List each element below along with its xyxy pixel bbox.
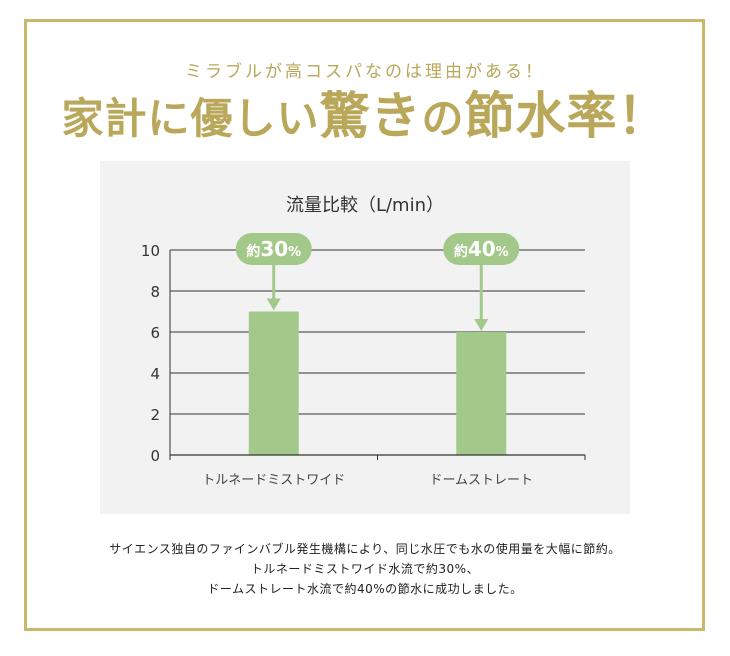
chart-title: 流量比較（L/min） <box>286 195 444 216</box>
y-tick-label: 0 <box>150 447 160 465</box>
y-tick-label: 4 <box>150 365 160 383</box>
description: サイエンス独自のファインバブル発生機構により、同じ水圧でも水の使用量を大幅に節約… <box>0 539 730 599</box>
headline-part-1: 家計に優しい <box>61 94 320 143</box>
headline-part-5: ！ <box>617 86 669 145</box>
callout-arrowhead-1 <box>266 298 281 311</box>
callout-label-1: 約30% <box>246 237 301 261</box>
callout-arrowhead-2 <box>474 319 489 331</box>
bar-2 <box>456 332 507 455</box>
headline-part-3: の <box>421 94 465 143</box>
callout-badge-1 <box>235 233 312 265</box>
headline-part-4: 節水率 <box>464 86 618 145</box>
headline: 家計に優しい驚きの節水率！ <box>0 88 730 147</box>
x-tick-label: トルネードミストワイド <box>202 473 345 488</box>
chart-panel: 流量比較（L/min） 0 2 4 6 8 10 トルネードミストワイド 約30% ドームストレー… <box>100 161 630 514</box>
y-tick-label: 8 <box>150 283 160 301</box>
x-tick-label: ドームストレート <box>429 473 533 488</box>
description-line-3: ドームストレート水流で約40%の節水に成功しました。 <box>207 582 523 596</box>
bar-1 <box>248 311 299 455</box>
subtitle: ミラブルが高コスパなのは理由がある！ <box>185 62 545 82</box>
flow-chart: 流量比較（L/min） 0 2 4 6 8 10 トルネードミストワイド 約30% ドームストレー… <box>141 195 586 488</box>
headline-part-2: 驚き <box>319 86 422 145</box>
border-frame <box>24 19 705 631</box>
description-line-1: サイエンス独自のファインバブル発生機構により、同じ水圧でも水の使用量を大幅に節約… <box>109 542 621 556</box>
y-tick-label: 6 <box>150 324 160 342</box>
callout-badge-2 <box>443 233 520 265</box>
y-tick-label: 2 <box>150 406 160 424</box>
callout-label-2: 約40% <box>454 237 509 261</box>
description-line-2: トルネードミストワイド水流で約30%、 <box>250 562 480 576</box>
y-tick-label: 10 <box>141 242 160 260</box>
